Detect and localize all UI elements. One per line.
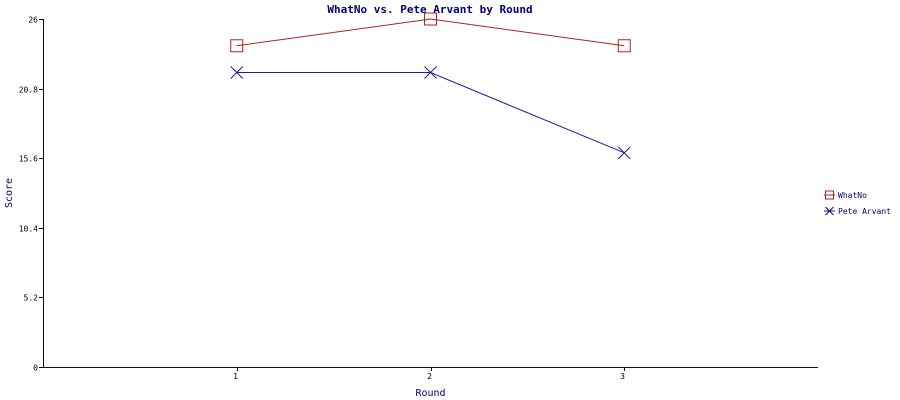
legend-item: Pete Arvant	[824, 206, 891, 216]
x-axis-label: Round	[415, 388, 445, 399]
y-tick-label: 10.4	[19, 225, 38, 234]
chart-title: WhatNo vs. Pete Arvant by Round	[327, 3, 532, 16]
data-point	[617, 146, 631, 160]
x-tick-label: 2	[427, 372, 432, 381]
x-tick-label: 3	[620, 372, 625, 381]
data-point	[424, 66, 437, 79]
y-axis-ticks: 0 5.2 10.4 15.6 20.8 26	[19, 16, 43, 373]
y-tick-label: 20.8	[19, 86, 38, 95]
series-line	[236, 18, 625, 47]
data-point	[617, 39, 631, 53]
y-tick-label: 0	[33, 364, 38, 373]
series-layer	[230, 12, 631, 160]
data-point	[424, 12, 437, 26]
legend-marker-square-icon	[825, 190, 834, 200]
legend-marker-x-icon	[825, 206, 834, 216]
x-tick-label: 1	[233, 372, 238, 381]
data-point	[230, 39, 244, 53]
series-pete-arvant	[230, 66, 631, 160]
axes	[43, 19, 818, 368]
y-tick-label: 26	[28, 16, 38, 25]
series-line	[236, 72, 625, 154]
series-whatno	[230, 12, 631, 53]
y-axis-label: Score	[4, 178, 15, 208]
y-tick-label: 5.2	[24, 294, 39, 303]
legend-label: Pete Arvant	[838, 207, 891, 216]
x-axis-ticks: 1 2 3	[233, 367, 625, 381]
legend-item: WhatNo	[824, 190, 867, 200]
legend: WhatNo Pete Arvant	[824, 190, 891, 216]
data-point	[230, 66, 244, 79]
legend-label: WhatNo	[838, 191, 867, 200]
y-tick-label: 15.6	[19, 155, 38, 164]
